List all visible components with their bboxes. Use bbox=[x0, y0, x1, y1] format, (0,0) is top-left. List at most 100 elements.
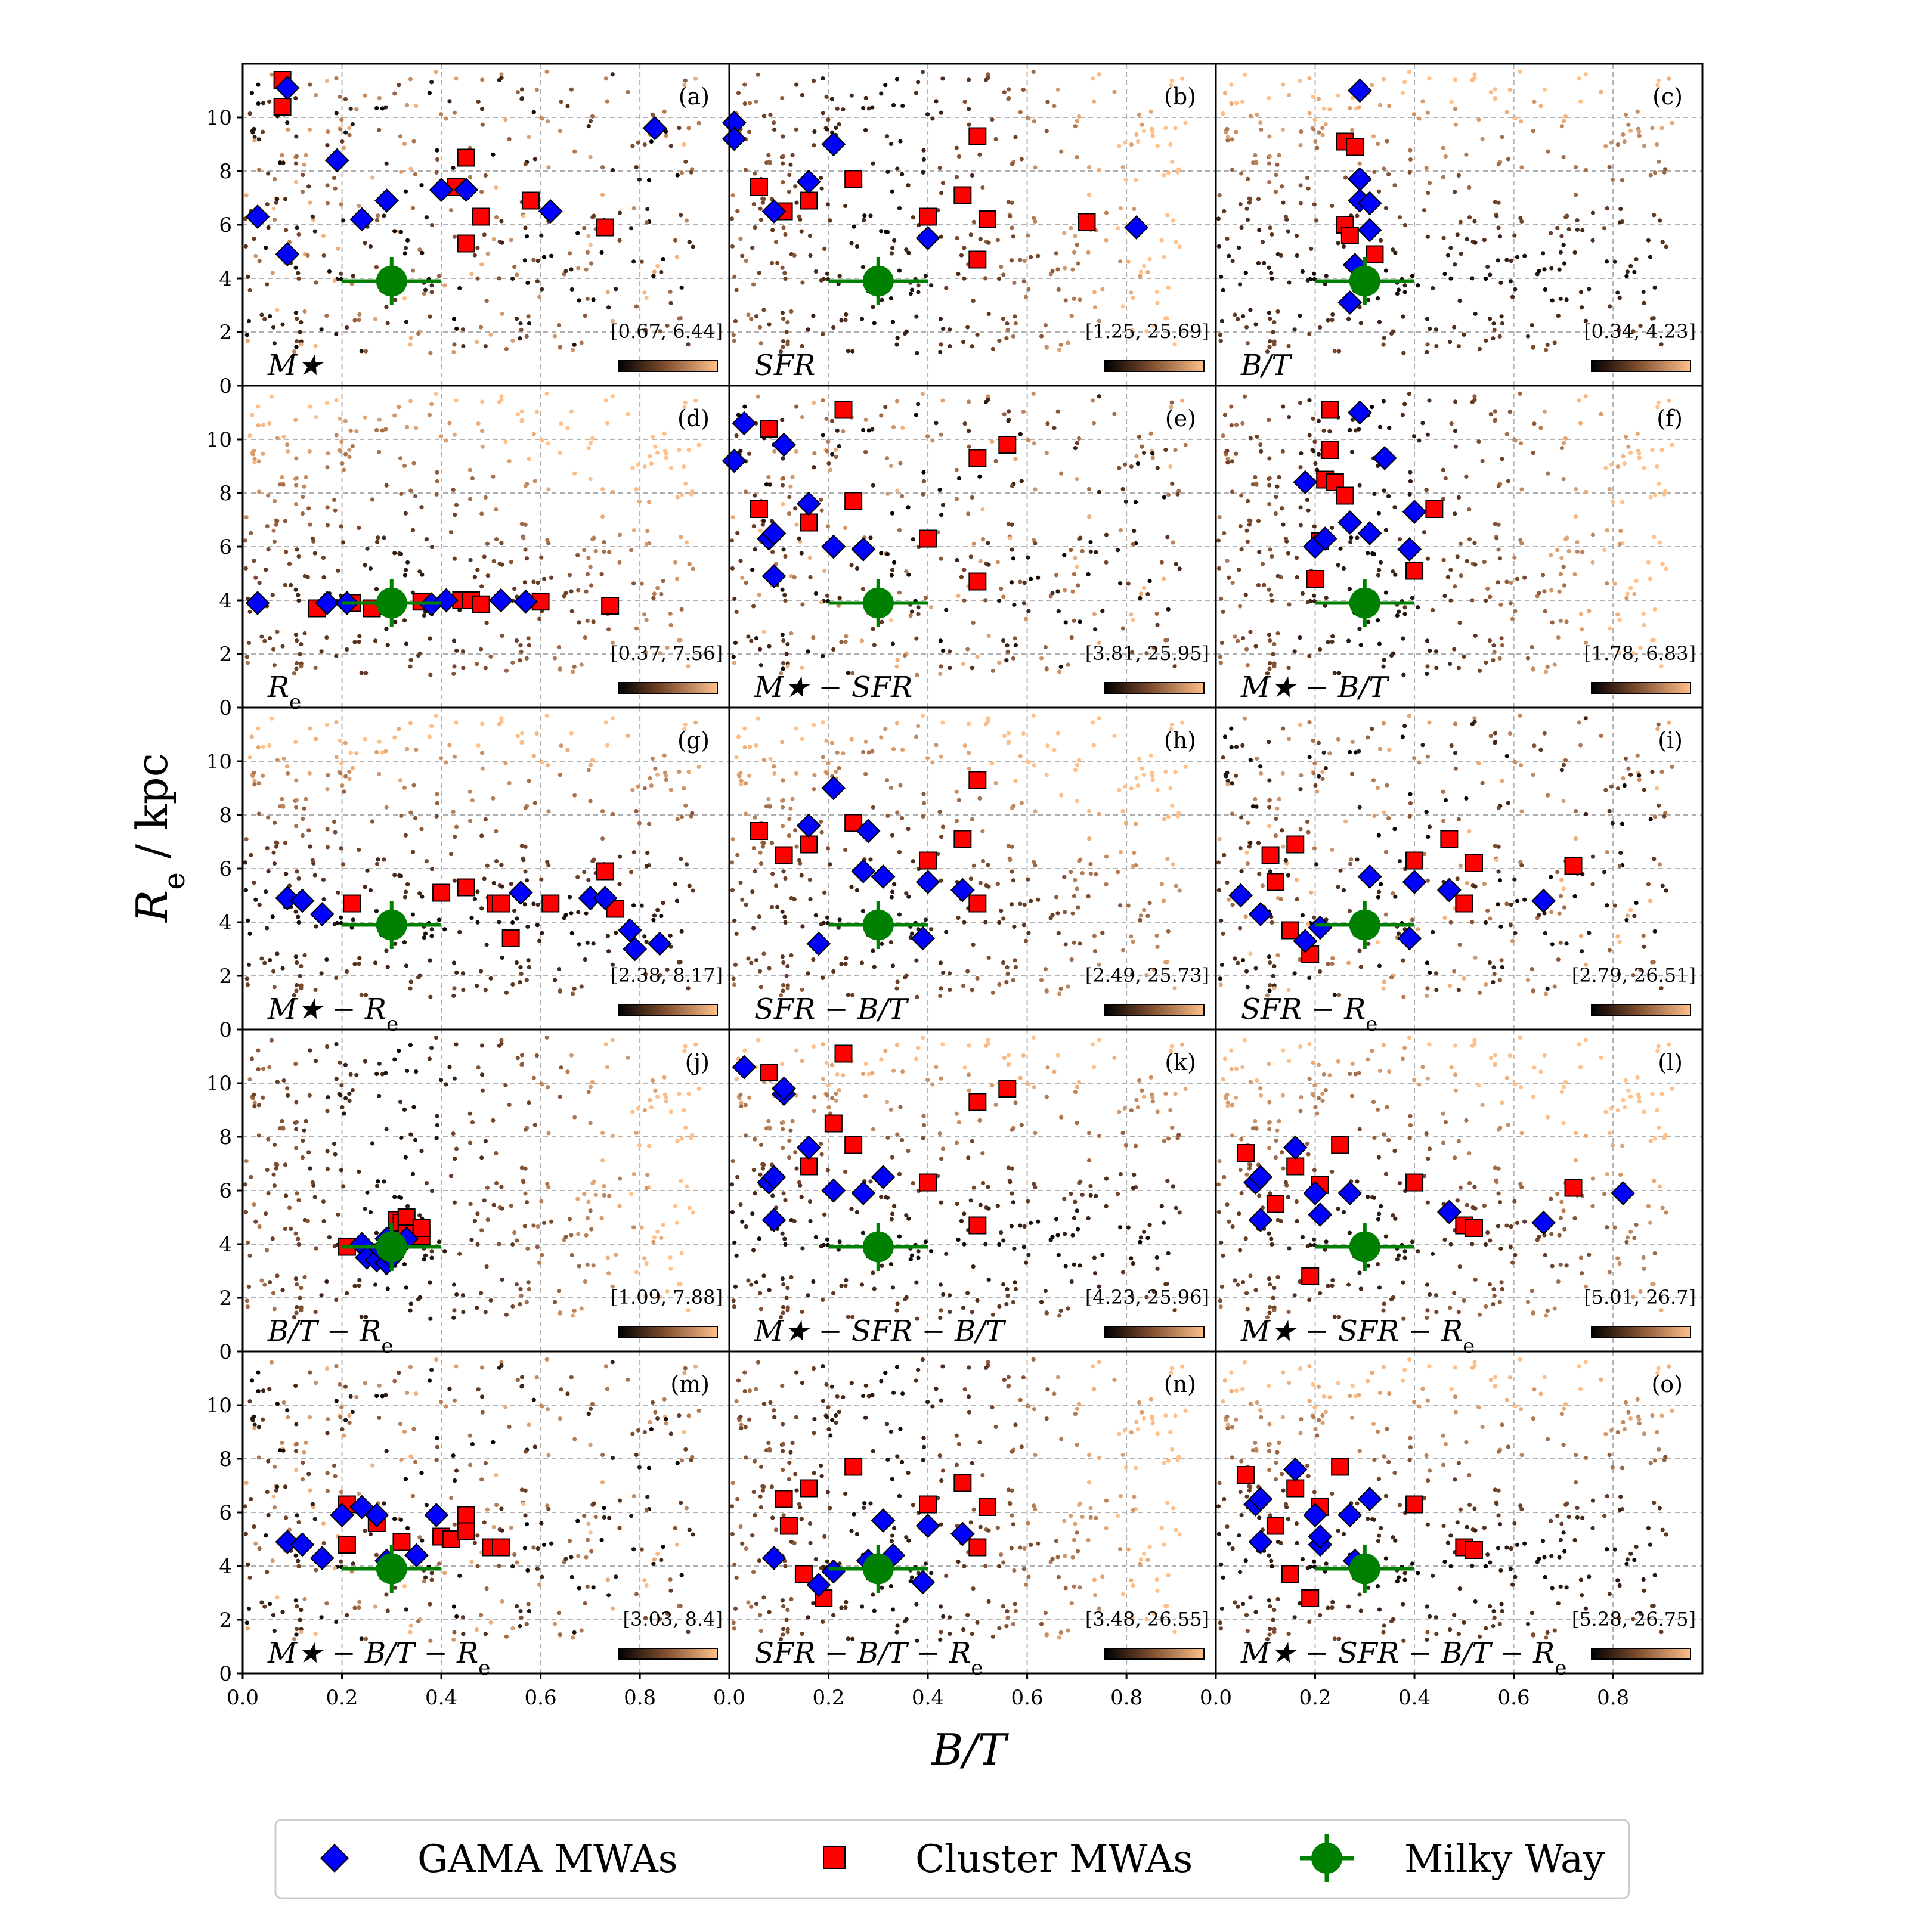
y-tick-label: 2 bbox=[219, 965, 232, 988]
background-point bbox=[249, 852, 253, 858]
background-point bbox=[1043, 966, 1048, 972]
background-point bbox=[488, 332, 493, 337]
background-point bbox=[1055, 589, 1060, 594]
background-point bbox=[1237, 926, 1243, 931]
background-point bbox=[1086, 836, 1092, 841]
background-point bbox=[333, 186, 338, 191]
background-point bbox=[537, 616, 542, 621]
background-point bbox=[485, 863, 490, 868]
background-point bbox=[1163, 1282, 1168, 1286]
background-point bbox=[1510, 616, 1515, 621]
background-point bbox=[261, 423, 266, 427]
background-point bbox=[296, 1198, 301, 1203]
background-point bbox=[600, 808, 605, 814]
cluster-mwa-point bbox=[432, 883, 451, 902]
background-point bbox=[572, 471, 577, 476]
background-point bbox=[1425, 986, 1430, 991]
background-point bbox=[1166, 1136, 1171, 1141]
colorbar bbox=[618, 682, 718, 694]
background-point bbox=[1032, 860, 1036, 864]
background-point bbox=[313, 343, 318, 349]
background-point bbox=[408, 166, 413, 171]
background-point bbox=[274, 844, 278, 849]
background-point bbox=[890, 189, 895, 194]
background-point bbox=[1277, 475, 1281, 480]
background-point bbox=[652, 591, 657, 596]
background-point bbox=[1028, 898, 1033, 903]
background-point bbox=[732, 982, 736, 987]
background-point bbox=[841, 107, 846, 112]
background-point bbox=[1076, 583, 1080, 588]
background-point bbox=[357, 634, 362, 638]
background-point bbox=[904, 1213, 909, 1218]
background-point bbox=[644, 1186, 649, 1191]
background-point bbox=[519, 649, 524, 654]
background-point bbox=[1515, 255, 1520, 259]
background-point bbox=[600, 486, 605, 492]
background-point bbox=[929, 1249, 934, 1254]
background-point bbox=[674, 576, 680, 581]
background-point bbox=[1470, 399, 1475, 404]
y-tick-label: 4 bbox=[219, 911, 232, 935]
background-point bbox=[806, 971, 810, 976]
background-point bbox=[1346, 960, 1351, 965]
background-point bbox=[299, 320, 304, 325]
background-point bbox=[1395, 292, 1400, 296]
background-point bbox=[965, 969, 970, 974]
background-point bbox=[408, 342, 413, 347]
background-point bbox=[403, 189, 408, 194]
background-point bbox=[1464, 152, 1469, 157]
background-point bbox=[499, 541, 504, 545]
background-point bbox=[295, 960, 299, 965]
background-point bbox=[902, 653, 908, 658]
background-point bbox=[997, 1242, 1002, 1247]
background-point bbox=[1267, 96, 1271, 101]
background-point bbox=[891, 424, 896, 429]
background-point bbox=[1559, 768, 1564, 773]
background-point bbox=[1227, 897, 1231, 902]
background-point bbox=[509, 1204, 513, 1208]
background-point bbox=[521, 214, 526, 219]
background-point bbox=[518, 1302, 522, 1307]
background-point bbox=[1248, 197, 1253, 201]
background-point bbox=[321, 253, 326, 258]
background-point bbox=[937, 1131, 942, 1136]
background-point bbox=[294, 778, 299, 783]
background-point bbox=[1227, 575, 1231, 580]
background-point bbox=[1441, 789, 1445, 794]
background-point bbox=[326, 773, 330, 778]
y-tick-label: 0 bbox=[219, 696, 232, 720]
gama-mwa-point bbox=[796, 491, 821, 516]
background-point bbox=[1019, 157, 1024, 162]
background-point bbox=[1247, 522, 1252, 527]
background-point bbox=[1375, 785, 1380, 790]
background-point bbox=[1396, 931, 1401, 936]
background-point bbox=[1155, 944, 1160, 949]
gama-mwa-point bbox=[642, 116, 667, 141]
background-point bbox=[923, 274, 928, 278]
background-point bbox=[747, 745, 753, 749]
background-point bbox=[567, 1217, 572, 1222]
background-point bbox=[769, 197, 775, 201]
background-point bbox=[1561, 243, 1566, 247]
background-point bbox=[650, 112, 655, 117]
background-point bbox=[784, 330, 789, 334]
background-point bbox=[410, 268, 415, 273]
background-point bbox=[285, 442, 290, 447]
background-point bbox=[1269, 271, 1274, 275]
background-point bbox=[1407, 392, 1412, 396]
background-point bbox=[740, 897, 745, 902]
colorbar-range: [2.79, 26.51] bbox=[1572, 964, 1696, 987]
background-point bbox=[469, 271, 474, 277]
background-point bbox=[357, 312, 362, 317]
y-tick-label: 6 bbox=[219, 535, 232, 559]
background-point bbox=[569, 267, 574, 272]
background-point bbox=[1240, 99, 1245, 104]
background-point bbox=[679, 814, 685, 819]
background-point bbox=[448, 530, 454, 535]
background-point bbox=[986, 1206, 991, 1211]
background-point bbox=[535, 580, 540, 585]
background-point bbox=[600, 836, 605, 841]
background-point bbox=[1180, 720, 1185, 725]
background-point bbox=[1274, 816, 1278, 821]
